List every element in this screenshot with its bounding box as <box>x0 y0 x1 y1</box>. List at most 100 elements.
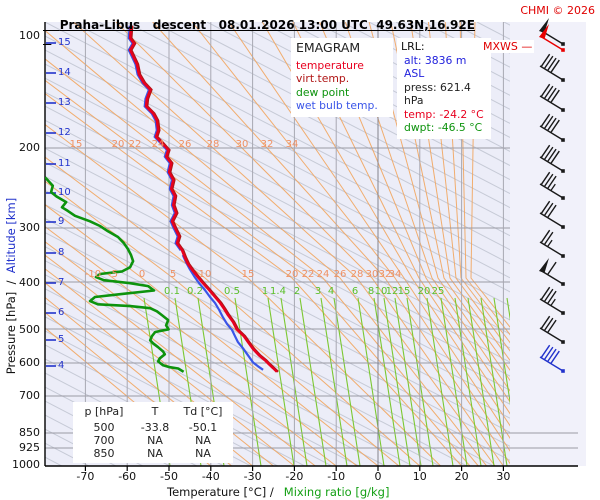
pressure-tick-500: 500 <box>19 323 40 336</box>
altitude-tick-12: 12 <box>58 127 71 138</box>
temp-tick-20: 20 <box>454 470 469 483</box>
title-text: Praha-Libus descent 08.01.2026 13:00 UTC… <box>59 18 475 32</box>
temp-tick-10: 10 <box>412 470 427 483</box>
table-row-850: 850 NA NA <box>75 447 231 460</box>
lrl-temp: temp: -24.2 °C <box>404 107 484 121</box>
adiabat-label-24: 24 <box>316 269 330 280</box>
legend-title: EMAGRAM <box>296 40 361 55</box>
mixing-ratio-label-15: 15 <box>397 286 411 297</box>
wind-barb <box>539 344 565 373</box>
legend-item-virt-temp-: virt.temp. <box>296 72 350 86</box>
table-header-temp: T <box>151 405 159 418</box>
altitude-tick-7: 7 <box>58 277 65 288</box>
altitude-tick-8: 8 <box>58 247 65 258</box>
wind-barb <box>539 24 565 52</box>
mixing-ratio-label-1.4: 1.4 <box>270 286 286 297</box>
altitude-tick-15: 15 <box>58 37 71 48</box>
table-header: p [hPa] T Td [°C] <box>75 405 231 418</box>
sounding-data-table: p [hPa] T Td [°C] 500 -33.8 -50.1 700 NA NA 85… <box>73 402 233 463</box>
mixing-ratio-label-3: 3 <box>314 286 322 297</box>
x-axis-title: Temperature [°C] / Mixing ratio [g/kg] <box>167 485 389 499</box>
table-cell: NA <box>195 447 211 460</box>
mxws-label: MXWS — <box>481 40 535 53</box>
temp-tick--20: -20 <box>285 470 304 483</box>
mixing-ratio-label-0.5: 0.5 <box>224 286 240 297</box>
lrl-title: LRL: <box>401 40 425 53</box>
table-cell: 700 <box>93 434 115 447</box>
adiabat-label--10: -10 <box>84 269 102 280</box>
copyright-watermark: CHMI © 2026 <box>520 4 595 17</box>
altitude-tick-4: 4 <box>58 360 65 371</box>
altitude-tick-9: 9 <box>58 216 65 227</box>
mixing-ratio-label-4: 4 <box>327 286 335 297</box>
mixing-ratio-label-12: 12 <box>385 286 399 297</box>
wind-barb <box>539 83 565 112</box>
altitude-tick-10: 10 <box>58 187 71 198</box>
wind-barb <box>539 171 565 200</box>
legend-item-dew-point: dew point <box>296 85 350 99</box>
mixing-ratio-label-10: 10 <box>374 286 388 297</box>
table-cell: NA <box>147 447 163 460</box>
adiabat-label-26: 26 <box>333 269 347 280</box>
mixing-ratio-label-2: 2 <box>293 286 301 297</box>
mixing-ratio-label-8: 8 <box>367 286 375 297</box>
adiabat-label-32: 32 <box>378 269 392 280</box>
mixing-ratio-label-0.1: 0.1 <box>164 286 180 297</box>
pressure-tick-925: 925 <box>19 441 40 454</box>
altitude-tick-11: 11 <box>58 158 71 169</box>
adiabat-label-30: 30 <box>365 269 379 280</box>
adiabat-label-20: 20 <box>285 269 299 280</box>
x-axis-title-temperature: Temperature [°C] / <box>167 485 274 499</box>
lrl-dwpt: dwpt: -46.5 °C <box>404 121 483 135</box>
temp-tick--10: -10 <box>327 470 346 483</box>
y-axis-title: Pressure [hPa] / Altitude [km] <box>4 166 20 406</box>
legend-item-wet-bulb-temp-: wet bulb temp. <box>296 99 378 113</box>
table-cell: NA <box>147 434 163 447</box>
pressure-tick-300: 300 <box>19 221 40 234</box>
adiabat-label-22: 22 <box>301 269 315 280</box>
pressure-tick-700: 700 <box>19 389 40 402</box>
adiabat-label-0: 0 <box>138 269 146 280</box>
pressure-tick-850: 850 <box>19 426 40 439</box>
page-title: Praha-Libus descent 08.01.2026 13:00 UTC… <box>43 4 475 46</box>
table-rows: 500 -33.8 -50.1 700 NA NA 850 NA NA <box>75 421 231 460</box>
temp-tick-0: 0 <box>374 470 382 483</box>
pressure-tick-1000: 1000 <box>12 458 40 471</box>
adiabat-label-32: 32 <box>260 139 274 150</box>
wind-barb <box>539 53 565 82</box>
wind-barb <box>539 229 565 258</box>
legend-box: EMAGRAM temperature virt.temp. dew point we… <box>291 38 393 117</box>
adiabat-label-30: 30 <box>235 139 249 150</box>
adiabat-label--5: -5 <box>108 269 118 280</box>
adiabat-label-34: 34 <box>285 139 299 150</box>
adiabat-label-15: 15 <box>69 139 83 150</box>
wind-barb <box>539 113 565 142</box>
adiabat-label-34: 34 <box>388 269 402 280</box>
lrl-values: alt: 3836 m ASL press: 621.4 hPa temp: -24… <box>401 54 487 135</box>
table-cell: NA <box>195 434 211 447</box>
table-header-dewpoint: Td [°C] <box>183 405 223 418</box>
table-row-500: 500 -33.8 -50.1 <box>75 421 231 434</box>
lrl-alt: alt: 3836 m ASL <box>404 54 467 81</box>
altitude-tick-5: 5 <box>58 334 65 345</box>
y-axis-title-altitude: Altitude [km] <box>4 197 18 274</box>
x-axis-title-mixing-ratio: Mixing ratio [g/kg] <box>283 485 390 499</box>
pressure-tick-400: 400 <box>19 276 40 289</box>
wind-barb <box>539 200 565 229</box>
temp-tick--40: -40 <box>201 470 220 483</box>
table-header-pressure: p [hPa] <box>84 405 124 418</box>
wind-barb <box>539 258 565 286</box>
table-cell: 850 <box>93 447 115 460</box>
table-cell: 500 <box>93 421 115 434</box>
lrl-press: press: 621.4 hPa <box>404 80 471 108</box>
mixing-ratio-label-0.2: 0.2 <box>187 286 203 297</box>
temp-tick--30: -30 <box>243 470 262 483</box>
y-axis-title-pressure: Pressure [hPa] / <box>4 273 18 375</box>
temp-tick-30: 30 <box>496 470 511 483</box>
mixing-ratio-label-6: 6 <box>351 286 359 297</box>
table-cell: -33.8 <box>140 421 170 434</box>
mixing-ratio-label-1: 1 <box>261 286 269 297</box>
adiabat-label-26: 26 <box>178 139 192 150</box>
altitude-tick-6: 6 <box>58 307 65 318</box>
wind-barb <box>539 286 565 315</box>
